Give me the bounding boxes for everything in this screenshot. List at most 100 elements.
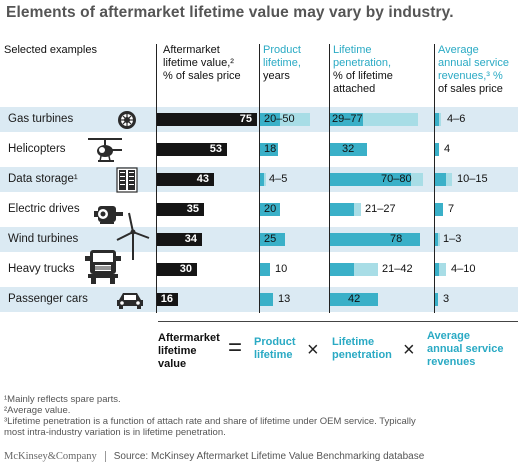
penetration-bar-wind-turbines xyxy=(330,233,420,246)
revenue-bar-wind-turbines xyxy=(435,233,438,246)
product-lifetime-label-wind-turbines: 25 xyxy=(264,233,277,245)
footnote-2: ²Average value. xyxy=(4,405,71,416)
row-label-gas-turbines: Gas turbines xyxy=(8,113,74,125)
multiply-sign-1: × xyxy=(307,339,319,361)
chart-title: Elements of aftermarket lifetime value m… xyxy=(6,4,454,21)
revenue-range-gas-turbines xyxy=(439,113,441,126)
penetration-bar-electric-drives xyxy=(330,203,354,216)
equation-plife-line2: lifetime xyxy=(254,349,293,361)
equation-alv-line2: lifetime xyxy=(158,345,197,357)
penetration-bar-data-storage xyxy=(330,173,411,186)
header-plife-line3: years xyxy=(263,70,290,82)
header-examples-label: Selected examples xyxy=(4,44,97,56)
row-label-helicopters: Helicopters xyxy=(8,143,66,155)
footnote-1: ¹Mainly reflects spare parts. xyxy=(4,394,121,405)
equation-lifetime-penetration: Lifetime penetration xyxy=(332,336,392,362)
header-lpen-line1: Lifetime xyxy=(333,44,372,56)
penetration-label-wind-turbines: 78 xyxy=(390,233,403,245)
equation-rev-line1: Average xyxy=(427,330,471,342)
revenue-bar-data-storage xyxy=(435,173,446,186)
alv-bar-gas-turbines: 75 xyxy=(157,113,257,126)
penetration-range-heavy-trucks xyxy=(354,263,378,276)
product-lifetime-bar-wind-turbines xyxy=(260,233,285,246)
revenue-bar-heavy-trucks xyxy=(435,263,439,276)
equation-service-revenues: Average annual service revenues xyxy=(427,330,503,369)
equation-alv: Aftermarket lifetime value xyxy=(158,332,220,371)
axis-line-revenues xyxy=(434,44,435,313)
penetration-label-heavy-trucks: 21–42 xyxy=(382,263,413,275)
penetration-bar-heavy-trucks xyxy=(330,263,354,276)
source-text: Source: McKinsey Aftermarket Lifetime Va… xyxy=(113,451,425,463)
source-row: McKinsey&Company Source: McKinsey Afterma… xyxy=(4,451,424,462)
revenue-label-helicopters: 4 xyxy=(444,143,451,155)
car-icon xyxy=(117,293,143,309)
product-lifetime-bar-helicopters xyxy=(260,143,278,156)
alv-bar-electric-drives: 35 xyxy=(157,203,204,216)
penetration-label-gas-turbines: 29–77 xyxy=(332,113,363,125)
revenue-label-gas-turbines: 4–6 xyxy=(447,113,466,125)
source-separator xyxy=(104,451,106,462)
header-alv-line1: Aftermarket xyxy=(163,44,220,56)
row-label-wind-turbines: Wind turbines xyxy=(8,233,79,245)
header-service-revenues: Average annual service revenues,³ % of s… xyxy=(438,44,509,96)
server-rack-icon xyxy=(116,167,138,193)
product-lifetime-bar-heavy-trucks xyxy=(260,263,270,276)
product-lifetime-range-gas-turbines xyxy=(280,113,310,126)
equation-alv-line3: value xyxy=(158,358,187,370)
row-label-electric-drives: Electric drives xyxy=(8,203,80,215)
product-lifetime-label-helicopters: 18 xyxy=(264,143,277,155)
revenue-bar-gas-turbines xyxy=(435,113,439,126)
axis-line-product-lifetime xyxy=(259,44,260,313)
penetration-bar-helicopters xyxy=(330,143,367,156)
axis-line-penetration xyxy=(329,44,330,313)
product-lifetime-bar-electric-drives xyxy=(260,203,280,216)
product-lifetime-label-passenger-cars: 13 xyxy=(278,293,291,305)
header-plife-line1: Product xyxy=(263,44,301,56)
revenue-label-passenger-cars: 3 xyxy=(443,293,450,305)
revenue-range-heavy-trucks xyxy=(439,263,446,276)
header-product-lifetime: Product lifetime, years xyxy=(263,44,301,83)
alv-bar-helicopters: 53 xyxy=(157,143,227,156)
multiply-sign-2: × xyxy=(403,339,415,361)
header-rev-line1: Average xyxy=(438,44,479,56)
revenue-range-data-storage xyxy=(446,173,452,186)
product-lifetime-label-electric-drives: 20 xyxy=(264,203,277,215)
product-lifetime-label-heavy-trucks: 10 xyxy=(275,263,288,275)
equals-sign: = xyxy=(228,334,243,361)
equation-divider xyxy=(158,321,518,322)
alv-bar-data-storage: 43 xyxy=(157,173,214,186)
electric-motor-icon xyxy=(94,206,123,224)
revenue-bar-passenger-cars xyxy=(435,293,438,306)
header-rev-line2: annual service xyxy=(438,57,509,69)
axis-line-alv xyxy=(156,44,157,313)
header-lpen-line2: penetration, xyxy=(333,57,392,69)
row-label-heavy-trucks: Heavy trucks xyxy=(8,263,75,275)
alv-bar-wind-turbines: 34 xyxy=(157,233,202,246)
equation-rev-line2: annual service xyxy=(427,343,504,355)
revenue-bar-helicopters xyxy=(435,143,439,156)
penetration-range-electric-drives xyxy=(354,203,361,216)
row-label-data-storage: Data storage¹ xyxy=(8,173,78,185)
equation-plife-line1: Product xyxy=(254,336,296,348)
product-lifetime-bar-data-storage xyxy=(260,173,264,186)
penetration-label-passenger-cars: 42 xyxy=(348,293,361,305)
header-rev-line3: revenues,³ % xyxy=(438,70,503,82)
header-alv-line2: lifetime value,² xyxy=(163,57,234,69)
equation-rev-line3: revenues xyxy=(427,356,476,368)
equation-alv-line1: Aftermarket xyxy=(158,332,220,344)
revenue-label-data-storage: 10–15 xyxy=(457,173,488,185)
revenue-label-heavy-trucks: 4–10 xyxy=(451,263,476,275)
equation-lpen-line2: penetration xyxy=(332,349,392,361)
header-rev-line4: of sales price xyxy=(438,83,503,95)
revenue-bar-electric-drives xyxy=(435,203,443,216)
product-lifetime-range-data-storage xyxy=(264,173,266,186)
truck-icon xyxy=(85,250,121,284)
row-label-passenger-cars: Passenger cars xyxy=(8,293,88,305)
penetration-bar-gas-turbines xyxy=(330,113,363,126)
revenue-label-electric-drives: 7 xyxy=(448,203,455,215)
alv-bar-passenger-cars: 16 xyxy=(157,293,178,306)
equation-lpen-line1: Lifetime xyxy=(332,336,375,348)
penetration-label-data-storage: 70–80 xyxy=(381,173,412,185)
header-lpen-line4: attached xyxy=(333,83,376,95)
penetration-label-electric-drives: 21–27 xyxy=(365,203,396,215)
